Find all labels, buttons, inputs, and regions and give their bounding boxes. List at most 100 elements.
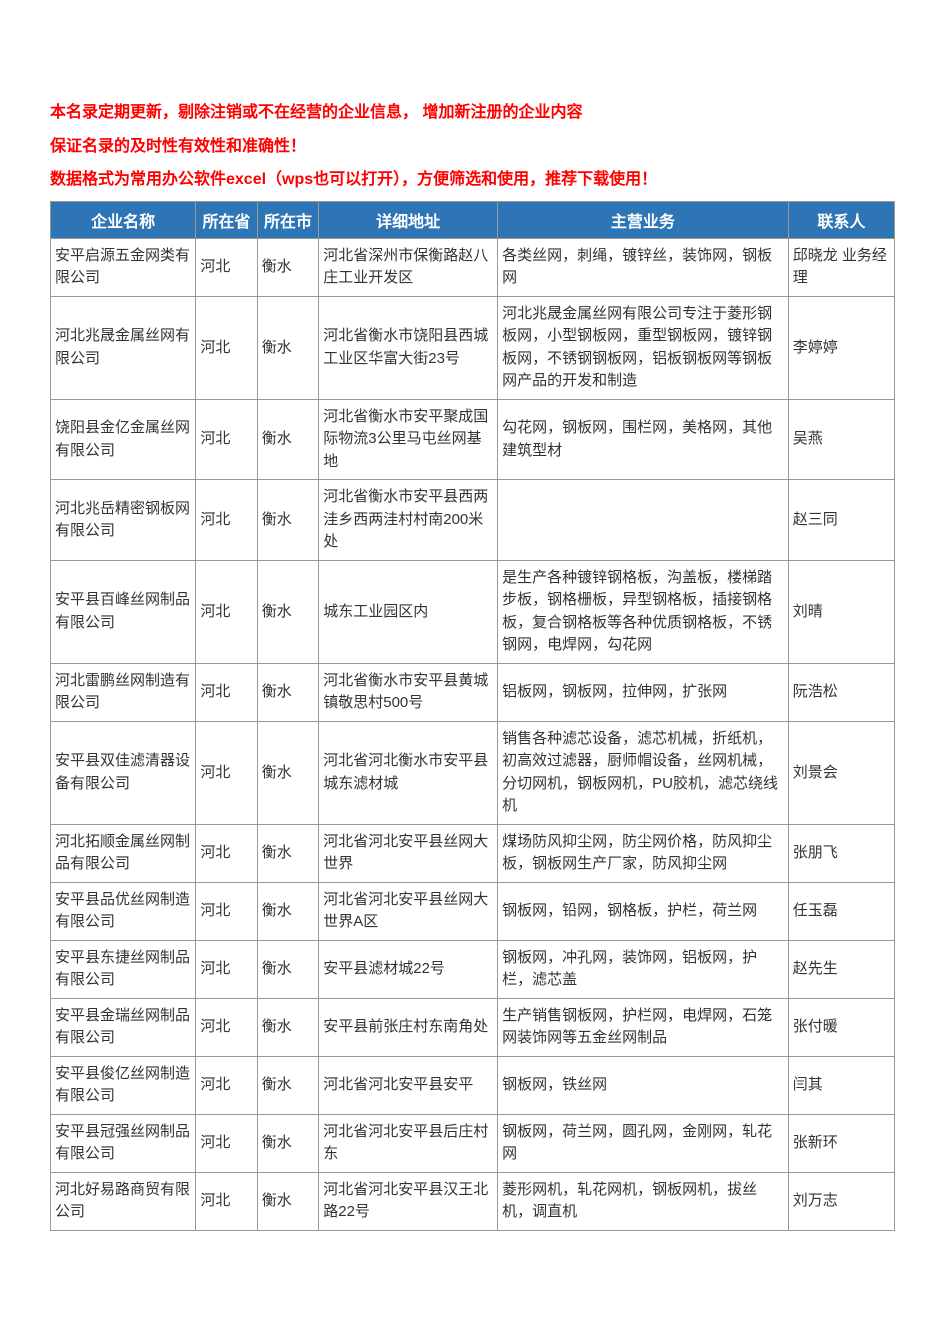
cell-contact: 张新环	[788, 1114, 894, 1172]
cell-contact: 张朋飞	[788, 824, 894, 882]
cell-business: 钢板网，铅网，钢格板，护栏，荷兰网	[498, 882, 789, 940]
cell-business: 河北兆晟金属丝网有限公司专注于菱形钢板网，小型钢板网，重型钢板网，镀锌钢板网，不…	[498, 296, 789, 399]
cell-address: 河北省衡水市安平县黄城镇敬思村500号	[319, 663, 498, 721]
cell-name: 安平县品优丝网制造有限公司	[51, 882, 196, 940]
cell-province: 河北	[196, 296, 257, 399]
cell-address: 安平县前张庄村东南角处	[319, 998, 498, 1056]
cell-contact: 赵三同	[788, 480, 894, 561]
notice-line-3: 数据格式为常用办公软件excel（wps也可以打开），方便筛选和使用，推荐下载使…	[50, 167, 895, 193]
table-row: 安平县百峰丝网制品有限公司河北衡水城东工业园区内是生产各种镀锌钢格板，沟盖板，楼…	[51, 560, 895, 663]
cell-contact: 刘景会	[788, 721, 894, 824]
cell-city: 衡水	[257, 1114, 318, 1172]
cell-address: 河北省河北衡水市安平县城东滤材城	[319, 721, 498, 824]
col-header-city: 所在市	[257, 201, 318, 238]
cell-province: 河北	[196, 480, 257, 561]
table-row: 安平县双佳滤清器设备有限公司河北衡水河北省河北衡水市安平县城东滤材城销售各种滤芯…	[51, 721, 895, 824]
cell-contact: 赵先生	[788, 940, 894, 998]
cell-contact: 张付暖	[788, 998, 894, 1056]
cell-contact: 李婷婷	[788, 296, 894, 399]
cell-name: 安平启源五金网类有限公司	[51, 238, 196, 296]
cell-city: 衡水	[257, 1056, 318, 1114]
cell-name: 河北兆岳精密钢板网有限公司	[51, 480, 196, 561]
cell-address: 河北省河北安平县丝网大世界	[319, 824, 498, 882]
cell-province: 河北	[196, 998, 257, 1056]
col-header-contact: 联系人	[788, 201, 894, 238]
cell-business	[498, 480, 789, 561]
table-row: 安平县冠强丝网制品有限公司河北衡水河北省河北安平县后庄村东钢板网，荷兰网，圆孔网…	[51, 1114, 895, 1172]
cell-address: 河北省河北安平县丝网大世界A区	[319, 882, 498, 940]
cell-province: 河北	[196, 560, 257, 663]
col-header-address: 详细地址	[319, 201, 498, 238]
cell-province: 河北	[196, 1056, 257, 1114]
cell-address: 安平县滤材城22号	[319, 940, 498, 998]
notice-line-1: 本名录定期更新，剔除注销或不在经营的企业信息， 增加新注册的企业内容	[50, 100, 895, 126]
table-body: 安平启源五金网类有限公司河北衡水河北省深州市保衡路赵八庄工业开发区各类丝网，刺绳…	[51, 238, 895, 1230]
table-row: 安平县东捷丝网制品有限公司河北衡水安平县滤材城22号钢板网，冲孔网，装饰网，铝板…	[51, 940, 895, 998]
enterprise-table: 企业名称 所在省 所在市 详细地址 主营业务 联系人 安平启源五金网类有限公司河…	[50, 201, 895, 1231]
cell-business: 菱形网机，轧花网机，钢板网机，拔丝机，调直机	[498, 1172, 789, 1230]
notice-section: 本名录定期更新，剔除注销或不在经营的企业信息， 增加新注册的企业内容 保证名录的…	[50, 100, 895, 193]
cell-business: 各类丝网，刺绳，镀锌丝，装饰网，钢板网	[498, 238, 789, 296]
cell-name: 河北雷鹏丝网制造有限公司	[51, 663, 196, 721]
cell-contact: 刘万志	[788, 1172, 894, 1230]
col-header-name: 企业名称	[51, 201, 196, 238]
table-row: 河北兆晟金属丝网有限公司河北衡水河北省衡水市饶阳县西城工业区华富大街23号河北兆…	[51, 296, 895, 399]
table-row: 饶阳县金亿金属丝网有限公司河北衡水河北省衡水市安平聚成国际物流3公里马屯丝网基地…	[51, 399, 895, 480]
cell-business: 钢板网，铁丝网	[498, 1056, 789, 1114]
cell-city: 衡水	[257, 721, 318, 824]
table-row: 安平县品优丝网制造有限公司河北衡水河北省河北安平县丝网大世界A区钢板网，铅网，钢…	[51, 882, 895, 940]
table-row: 安平县金瑞丝网制品有限公司河北衡水安平县前张庄村东南角处生产销售钢板网，护栏网，…	[51, 998, 895, 1056]
cell-name: 安平县双佳滤清器设备有限公司	[51, 721, 196, 824]
cell-name: 安平县俊亿丝网制造有限公司	[51, 1056, 196, 1114]
cell-name: 安平县冠强丝网制品有限公司	[51, 1114, 196, 1172]
cell-business: 煤场防风抑尘网，防尘网价格，防风抑尘板，钢板网生产厂家，防风抑尘网	[498, 824, 789, 882]
cell-city: 衡水	[257, 399, 318, 480]
cell-address: 城东工业园区内	[319, 560, 498, 663]
cell-city: 衡水	[257, 296, 318, 399]
cell-contact: 阮浩松	[788, 663, 894, 721]
table-header-row: 企业名称 所在省 所在市 详细地址 主营业务 联系人	[51, 201, 895, 238]
cell-city: 衡水	[257, 882, 318, 940]
cell-business: 钢板网，冲孔网，装饰网，铝板网，护栏，滤芯盖	[498, 940, 789, 998]
table-row: 河北拓顺金属丝网制品有限公司河北衡水河北省河北安平县丝网大世界煤场防风抑尘网，防…	[51, 824, 895, 882]
cell-province: 河北	[196, 824, 257, 882]
cell-business: 钢板网，荷兰网，圆孔网，金刚网，轧花网	[498, 1114, 789, 1172]
cell-contact: 闫其	[788, 1056, 894, 1114]
cell-name: 饶阳县金亿金属丝网有限公司	[51, 399, 196, 480]
cell-contact: 吴燕	[788, 399, 894, 480]
col-header-business: 主营业务	[498, 201, 789, 238]
cell-city: 衡水	[257, 1172, 318, 1230]
cell-city: 衡水	[257, 480, 318, 561]
table-row: 河北兆岳精密钢板网有限公司河北衡水河北省衡水市安平县西两洼乡西两洼村村南200米…	[51, 480, 895, 561]
cell-city: 衡水	[257, 238, 318, 296]
cell-province: 河北	[196, 238, 257, 296]
cell-name: 安平县金瑞丝网制品有限公司	[51, 998, 196, 1056]
cell-address: 河北省河北安平县后庄村东	[319, 1114, 498, 1172]
table-row: 安平启源五金网类有限公司河北衡水河北省深州市保衡路赵八庄工业开发区各类丝网，刺绳…	[51, 238, 895, 296]
cell-address: 河北省河北安平县安平	[319, 1056, 498, 1114]
cell-business: 铝板网，钢板网，拉伸网，扩张网	[498, 663, 789, 721]
cell-address: 河北省深州市保衡路赵八庄工业开发区	[319, 238, 498, 296]
cell-business: 勾花网，钢板网，围栏网，美格网，其他建筑型材	[498, 399, 789, 480]
table-row: 安平县俊亿丝网制造有限公司河北衡水河北省河北安平县安平钢板网，铁丝网闫其	[51, 1056, 895, 1114]
cell-name: 河北好易路商贸有限公司	[51, 1172, 196, 1230]
notice-line-2: 保证名录的及时性有效性和准确性！	[50, 134, 895, 160]
cell-city: 衡水	[257, 824, 318, 882]
cell-address: 河北省衡水市饶阳县西城工业区华富大街23号	[319, 296, 498, 399]
table-row: 河北好易路商贸有限公司河北衡水河北省河北安平县汉王北路22号菱形网机，轧花网机，…	[51, 1172, 895, 1230]
cell-province: 河北	[196, 399, 257, 480]
cell-contact: 刘晴	[788, 560, 894, 663]
cell-city: 衡水	[257, 940, 318, 998]
cell-province: 河北	[196, 1172, 257, 1230]
cell-province: 河北	[196, 721, 257, 824]
cell-address: 河北省衡水市安平聚成国际物流3公里马屯丝网基地	[319, 399, 498, 480]
cell-address: 河北省衡水市安平县西两洼乡西两洼村村南200米处	[319, 480, 498, 561]
cell-name: 河北兆晟金属丝网有限公司	[51, 296, 196, 399]
cell-city: 衡水	[257, 560, 318, 663]
cell-name: 河北拓顺金属丝网制品有限公司	[51, 824, 196, 882]
col-header-province: 所在省	[196, 201, 257, 238]
cell-business: 生产销售钢板网，护栏网，电焊网，石笼网装饰网等五金丝网制品	[498, 998, 789, 1056]
cell-business: 是生产各种镀锌钢格板，沟盖板，楼梯踏步板，钢格栅板，异型钢格板，插接钢格板，复合…	[498, 560, 789, 663]
cell-city: 衡水	[257, 998, 318, 1056]
cell-contact: 邱晓龙 业务经理	[788, 238, 894, 296]
